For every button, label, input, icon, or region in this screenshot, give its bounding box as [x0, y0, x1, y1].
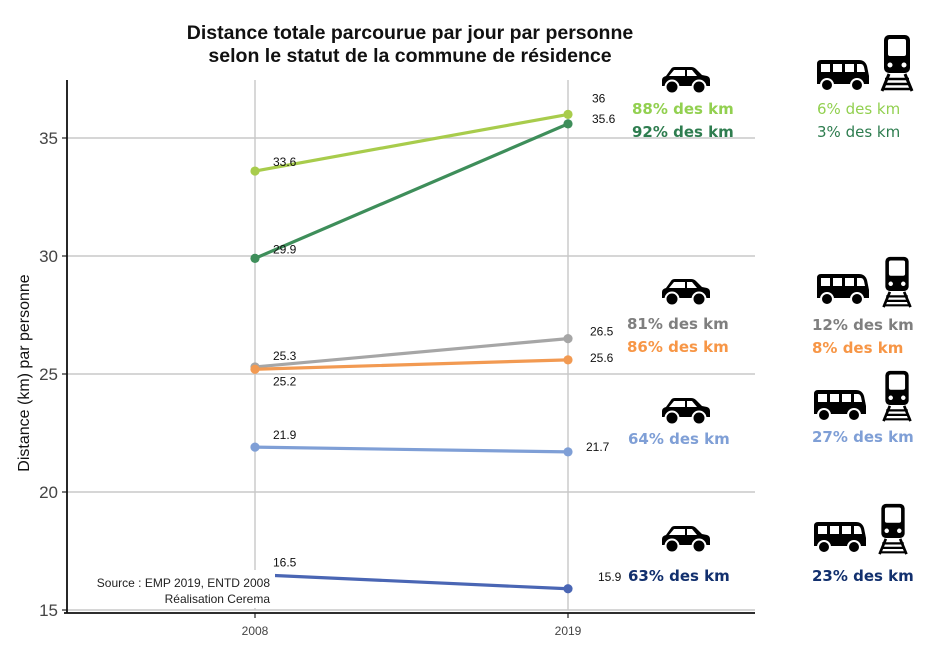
data-labels: 33.6 36 29.9 35.6 25.3 26.5 25.2 25.6 21.9 21.7 16… — [273, 91, 622, 583]
series-orange-data-label: 25.2 — [273, 374, 297, 388]
car-share-orange: 86% des km — [627, 338, 729, 356]
car-icon — [658, 525, 712, 553]
bus-icon — [812, 520, 868, 554]
car-icon — [658, 66, 712, 94]
series-light-blue-point — [250, 442, 260, 452]
series-orange-point — [250, 364, 260, 374]
series-grey-data-label: 25.3 — [273, 349, 297, 363]
chart-subtitle: selon le statut de la commune de résiden… — [208, 45, 612, 67]
tc-share-light-blue: 27% des km — [812, 428, 914, 446]
source-box — [70, 570, 275, 608]
series-grey-line — [253, 337, 570, 369]
car-icon — [658, 278, 712, 306]
series-light-green-point — [250, 166, 260, 176]
series-dark-blue-data-label: 16.5 — [273, 556, 297, 570]
series-light-blue-data-label: 21.7 — [586, 440, 610, 454]
bus-icon — [815, 272, 871, 306]
y-tick-label: 20 — [39, 483, 58, 502]
axes — [62, 80, 755, 618]
car-share-grey: 81% des km — [627, 315, 729, 333]
series-light-green-point — [563, 109, 573, 119]
series-dark-green-point — [250, 253, 260, 263]
series-dark-blue-line — [253, 572, 570, 591]
credit-text: Réalisation Cerema — [165, 592, 271, 606]
tc-share-orange: 8% des km — [812, 339, 904, 357]
chart-title-block: Distance totale parcourue par jour par p… — [140, 22, 680, 68]
y-tick-labels: 15 20 25 30 35 — [39, 129, 58, 620]
y-tick-label: 25 — [39, 365, 58, 384]
series-grey-point — [563, 334, 573, 344]
series-orange-line — [253, 358, 570, 371]
series-dark-green-point — [563, 119, 573, 129]
bus-icon — [812, 388, 868, 422]
y-axis-label: Distance (km) par personne — [16, 274, 33, 472]
y-tick-label: 30 — [39, 247, 58, 266]
car-share-light-blue: 64% des km — [628, 430, 730, 448]
series-dark-green-data-label: 35.6 — [592, 112, 616, 126]
train-icon — [880, 34, 914, 92]
series-grey-data-label: 26.5 — [590, 325, 614, 339]
series-orange-data-label: 25.6 — [590, 351, 614, 365]
tc-share-light-green: 6% des km — [817, 100, 901, 118]
y-tick-label: 35 — [39, 129, 58, 148]
x-tick-label: 2019 — [555, 624, 582, 638]
car-share-dark-blue: 63% des km — [628, 567, 730, 585]
tc-share-dark-blue: 23% des km — [812, 567, 914, 585]
series-light-green-line — [253, 112, 570, 173]
series-dark-green-line — [253, 122, 570, 260]
series-dark-blue-data-label: 15.9 — [598, 570, 622, 584]
car-icon — [658, 397, 712, 425]
tc-share-dark-green: 3% des km — [817, 123, 901, 141]
series-light-green-data-label: 36 — [592, 91, 606, 105]
bus-icon — [815, 58, 871, 92]
x-tick-label: 2008 — [242, 624, 269, 638]
source-text: Source : EMP 2019, ENTD 2008 — [97, 576, 271, 590]
train-icon — [880, 370, 914, 422]
tc-share-grey: 12% des km — [812, 316, 914, 334]
train-icon — [876, 503, 910, 555]
y-tick-label: 15 — [39, 601, 58, 620]
series-light-blue-line — [253, 445, 570, 454]
series-dark-green-data-label: 29.9 — [273, 242, 297, 256]
series-lines — [253, 112, 570, 591]
series-light-blue-point — [563, 447, 573, 457]
series-dark-blue-point — [563, 584, 573, 594]
train-icon — [880, 256, 914, 308]
series-light-green-data-label: 33.6 — [273, 155, 297, 169]
series-orange-point — [563, 355, 573, 365]
chart-title: Distance totale parcourue par jour par p… — [186, 22, 634, 44]
series-light-blue-data-label: 21.9 — [273, 428, 297, 442]
car-share-dark-green: 92% des km — [632, 123, 734, 141]
x-tick-labels: 2008 2019 — [242, 624, 582, 638]
car-share-light-green: 88% des km — [632, 100, 734, 118]
